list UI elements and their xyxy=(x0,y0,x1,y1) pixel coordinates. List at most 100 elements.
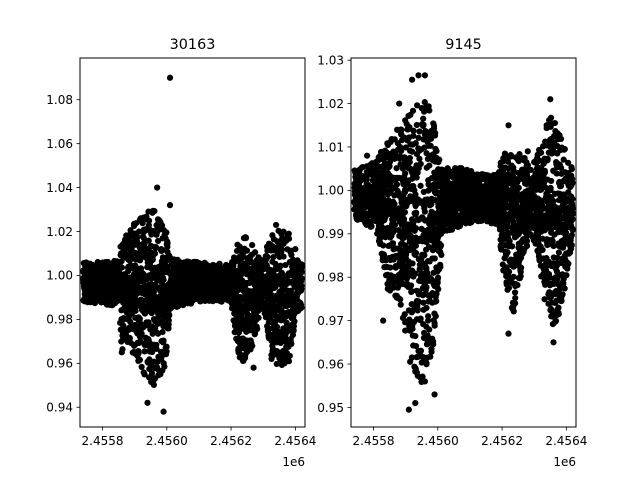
data-point xyxy=(132,350,139,357)
data-point xyxy=(558,292,565,300)
data-point xyxy=(402,170,409,177)
data-point xyxy=(140,369,147,376)
x-tick-label: 2.4558 xyxy=(82,434,124,448)
data-point xyxy=(142,254,150,261)
data-point xyxy=(135,314,142,321)
data-point xyxy=(141,226,149,233)
data-point xyxy=(428,348,435,355)
data-point xyxy=(502,223,509,230)
data-point xyxy=(138,296,145,303)
data-point xyxy=(274,238,281,245)
data-point xyxy=(422,262,429,269)
data-point xyxy=(194,294,201,302)
data-point xyxy=(397,301,404,308)
data-point xyxy=(425,313,432,320)
data-point xyxy=(101,274,108,281)
data-point xyxy=(261,299,269,307)
data-point xyxy=(526,211,533,219)
data-point xyxy=(425,103,432,110)
data-point xyxy=(150,315,158,323)
data-point xyxy=(239,335,246,342)
data-point xyxy=(393,165,400,172)
data-point xyxy=(233,306,241,313)
data-point xyxy=(153,329,160,336)
data-point xyxy=(135,357,142,365)
data-point xyxy=(416,265,423,273)
data-point xyxy=(217,278,224,285)
data-point xyxy=(402,327,409,334)
data-point xyxy=(392,292,399,299)
data-point xyxy=(88,266,95,274)
data-point xyxy=(148,280,155,288)
data-point xyxy=(124,316,131,323)
data-point xyxy=(391,136,398,143)
data-point xyxy=(255,314,262,321)
data-point xyxy=(295,283,302,290)
data-point xyxy=(389,229,397,236)
data-point xyxy=(154,216,162,223)
data-point xyxy=(514,205,522,212)
data-point xyxy=(516,217,523,225)
data-point xyxy=(206,276,213,283)
data-point xyxy=(502,242,509,249)
data-point xyxy=(257,271,264,278)
data-point xyxy=(369,183,377,190)
data-point xyxy=(247,301,254,309)
data-point xyxy=(159,274,166,281)
outlier-point xyxy=(118,349,125,356)
data-point xyxy=(289,295,297,302)
data-point xyxy=(398,137,406,144)
x-offset-label: 1e6 xyxy=(282,455,305,469)
data-point xyxy=(155,237,162,245)
data-point xyxy=(137,278,144,285)
data-point xyxy=(155,353,162,360)
data-point xyxy=(529,196,536,203)
data-point xyxy=(90,295,97,302)
data-point xyxy=(288,251,295,259)
data-point xyxy=(114,280,121,287)
data-point xyxy=(508,210,515,217)
data-point xyxy=(121,305,128,312)
data-point xyxy=(565,189,572,196)
data-point xyxy=(277,339,284,346)
data-point xyxy=(141,341,148,349)
data-point xyxy=(147,259,154,266)
data-point xyxy=(214,286,221,294)
data-point xyxy=(428,127,435,134)
data-point xyxy=(435,286,442,293)
data-point xyxy=(128,295,135,303)
data-point xyxy=(285,230,292,237)
data-point xyxy=(244,318,251,325)
data-point xyxy=(116,269,123,277)
data-point xyxy=(153,364,161,371)
data-point xyxy=(391,155,398,162)
data-point xyxy=(497,243,504,250)
data-point xyxy=(548,262,555,270)
data-point xyxy=(143,322,150,329)
data-point xyxy=(159,310,167,317)
data-point xyxy=(154,272,161,279)
data-point xyxy=(504,286,511,293)
data-point xyxy=(125,263,132,270)
data-point xyxy=(147,287,154,294)
data-point xyxy=(509,170,516,177)
data-point xyxy=(402,144,409,151)
data-point xyxy=(185,290,193,297)
data-point xyxy=(144,302,151,309)
data-point xyxy=(569,175,576,183)
data-point xyxy=(551,190,559,197)
data-point xyxy=(523,171,531,178)
data-point xyxy=(161,321,169,328)
data-point xyxy=(224,271,231,278)
data-point xyxy=(159,265,166,272)
data-point xyxy=(263,243,271,250)
data-point xyxy=(390,148,397,155)
data-point xyxy=(146,348,153,355)
data-point xyxy=(158,338,165,345)
data-point xyxy=(270,253,277,261)
data-point xyxy=(297,274,304,282)
data-point xyxy=(560,156,567,163)
data-point xyxy=(539,143,547,150)
data-point xyxy=(550,167,557,174)
data-point xyxy=(567,245,575,252)
